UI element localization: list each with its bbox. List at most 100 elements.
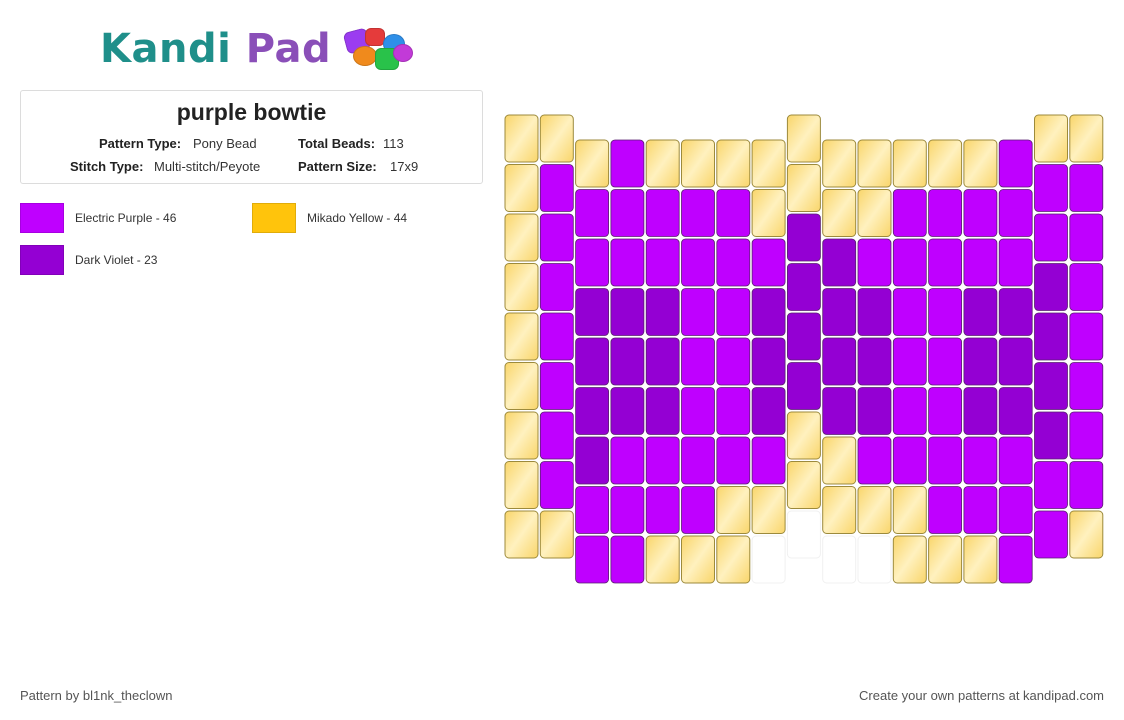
bead-mikado-yellow — [892, 486, 927, 534]
bead-dark-violet — [610, 288, 645, 336]
total-beads-value: 113 — [383, 136, 404, 151]
bead-electric-purple — [1069, 263, 1104, 311]
bead-electric-purple — [575, 486, 609, 534]
bead-electric-purple — [1034, 213, 1068, 262]
bead-dark-violet — [751, 387, 786, 435]
bead-electric-purple — [716, 436, 751, 485]
bead-electric-purple — [681, 238, 715, 287]
bead-electric-purple — [892, 238, 927, 287]
bead-electric-purple — [681, 189, 715, 237]
bead-dark-violet — [786, 213, 821, 262]
bead-electric-purple — [539, 164, 574, 212]
bead-dark-violet — [857, 387, 892, 435]
bead-mikado-yellow — [504, 461, 539, 509]
bead-electric-purple — [1069, 312, 1104, 361]
bead-mikado-yellow — [681, 535, 715, 584]
bead-electric-purple — [857, 436, 892, 485]
bead-mikado-yellow — [645, 535, 680, 584]
bead-electric-purple — [575, 535, 609, 584]
bead-dark-violet — [575, 436, 609, 485]
bead-electric-purple — [610, 436, 645, 485]
bead-dark-violet — [786, 362, 821, 410]
kandipad-cta-link[interactable]: Create your own patterns at kandipad.com — [859, 688, 1104, 703]
bead-mikado-yellow — [892, 139, 927, 188]
bead-electric-purple — [716, 387, 751, 435]
bead-dark-violet — [857, 337, 892, 386]
bead-electric-purple — [1069, 362, 1104, 410]
bead-electric-purple — [610, 535, 645, 584]
bead-mikado-yellow — [681, 139, 715, 188]
bead-dark-violet — [1034, 263, 1068, 311]
bead-electric-purple — [928, 288, 963, 336]
bead-electric-purple — [645, 189, 680, 237]
bead-mikado-yellow — [751, 139, 786, 188]
bead-mikado-yellow — [504, 362, 539, 410]
bead-electric-purple — [645, 486, 680, 534]
bead-electric-purple — [963, 238, 998, 287]
legend-swatch — [20, 203, 64, 233]
bead-mikado-yellow — [539, 510, 574, 559]
bead-dark-violet — [645, 387, 680, 435]
pattern-credit: Pattern by bl1nk_theclown — [20, 688, 173, 703]
bead-dark-violet — [998, 288, 1033, 336]
bead-dark-violet — [751, 288, 786, 336]
bead-mikado-yellow — [575, 139, 610, 188]
bead-mikado-yellow — [928, 535, 963, 584]
bead-electric-purple — [1034, 164, 1068, 212]
bead-mikado-yellow — [786, 461, 821, 509]
bead-electric-purple — [1069, 213, 1104, 262]
bead-mikado-yellow — [857, 189, 892, 237]
bead-dark-violet — [857, 288, 892, 336]
bead-electric-purple — [539, 411, 574, 460]
bead-mikado-yellow — [716, 486, 751, 534]
bead-dark-violet — [645, 337, 680, 386]
bead-mikado-yellow — [822, 486, 857, 534]
bead-electric-purple — [892, 189, 927, 237]
bead-dark-violet — [751, 337, 786, 386]
legend-label: Dark Violet - 23 — [75, 253, 158, 267]
bead-electric-purple — [645, 238, 680, 287]
bead-electric-purple — [539, 461, 574, 509]
bead-dark-violet — [1034, 362, 1068, 410]
bead-mikado-yellow — [504, 411, 539, 460]
bead-electric-purple — [539, 362, 574, 410]
bead-mikado-yellow — [504, 312, 539, 361]
bead-electric-purple — [1034, 510, 1068, 559]
bead-dark-violet — [998, 337, 1033, 386]
bead-electric-purple — [928, 387, 963, 435]
bead-mikado-yellow — [1034, 114, 1068, 163]
logo-pad-text: Pad — [231, 26, 332, 72]
bead-electric-purple — [998, 189, 1033, 237]
bead-mikado-yellow — [504, 510, 539, 559]
bead-electric-purple — [681, 486, 715, 534]
legend-label: Mikado Yellow - 44 — [307, 211, 408, 225]
bead-electric-purple — [751, 436, 786, 485]
bead-mikado-yellow — [857, 486, 892, 534]
bead-electric-purple — [681, 387, 715, 435]
bead-electric-purple — [751, 238, 786, 287]
bead-electric-purple — [892, 436, 927, 485]
bead-electric-purple — [645, 436, 680, 485]
bead-mikado-yellow — [786, 114, 821, 163]
bead-electric-purple — [998, 238, 1033, 287]
bead-electric-purple — [963, 486, 998, 534]
stitch-type-label: Stitch Type: — [70, 159, 144, 174]
bead-mikado-yellow — [539, 114, 574, 163]
bead-electric-purple — [928, 238, 963, 287]
bead-electric-purple — [681, 288, 715, 336]
bead-mikado-yellow — [751, 486, 786, 534]
kandi-pad-logo[interactable]: Kandi Pad — [100, 24, 419, 74]
pattern-type-label: Pattern Type: — [99, 136, 182, 151]
bead-electric-purple — [575, 189, 609, 237]
bead-electric-purple — [610, 189, 645, 237]
bead-electric-purple — [575, 238, 609, 287]
bead-mikado-yellow — [822, 436, 857, 485]
bead-mikado-yellow — [786, 164, 821, 212]
total-beads-label: Total Beads: — [298, 136, 376, 151]
legend-swatch — [20, 245, 64, 275]
bead-electric-purple — [539, 213, 574, 262]
bead-electric-purple — [681, 337, 715, 386]
bead-dark-violet — [998, 387, 1033, 435]
legend-swatch — [252, 203, 296, 233]
bead-mikado-yellow — [786, 411, 821, 460]
